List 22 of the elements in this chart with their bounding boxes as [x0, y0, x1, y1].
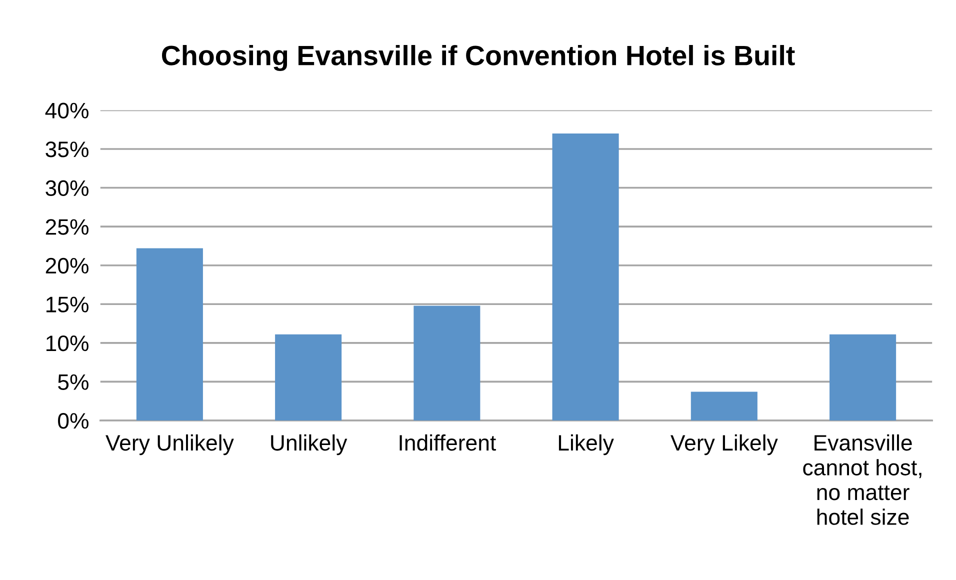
- x-tick-label: Evansville cannot host, no matter hotel size: [803, 434, 922, 525]
- bar: [414, 306, 480, 420]
- bar: [552, 133, 619, 420]
- y-tick-label: 10%: [46, 335, 88, 352]
- y-tick-label: 15%: [46, 296, 88, 312]
- bar: [275, 334, 342, 420]
- bar: [690, 392, 758, 420]
- y-tick-label: 5%: [58, 374, 88, 390]
- x-tick-label: Very Likely: [670, 434, 778, 456]
- y-tick-label: 30%: [46, 180, 88, 196]
- chart-title: Choosing Evansville if Convention Hotel is Built: [162, 44, 795, 72]
- bar: [830, 334, 896, 420]
- bar: [136, 248, 203, 420]
- y-tick-label: 0%: [58, 413, 88, 429]
- x-tick-label: Very Unlikely: [106, 434, 234, 456]
- x-tick-label: Unlikely: [271, 434, 348, 456]
- x-tick-label: Likely: [558, 434, 614, 456]
- y-tick-label: 25%: [46, 219, 88, 235]
- y-tick-label: 40%: [45, 102, 88, 118]
- x-tick-label: Indifferent: [400, 434, 496, 451]
- y-tick-label: 35%: [46, 142, 88, 158]
- y-tick-label: 20%: [46, 258, 88, 274]
